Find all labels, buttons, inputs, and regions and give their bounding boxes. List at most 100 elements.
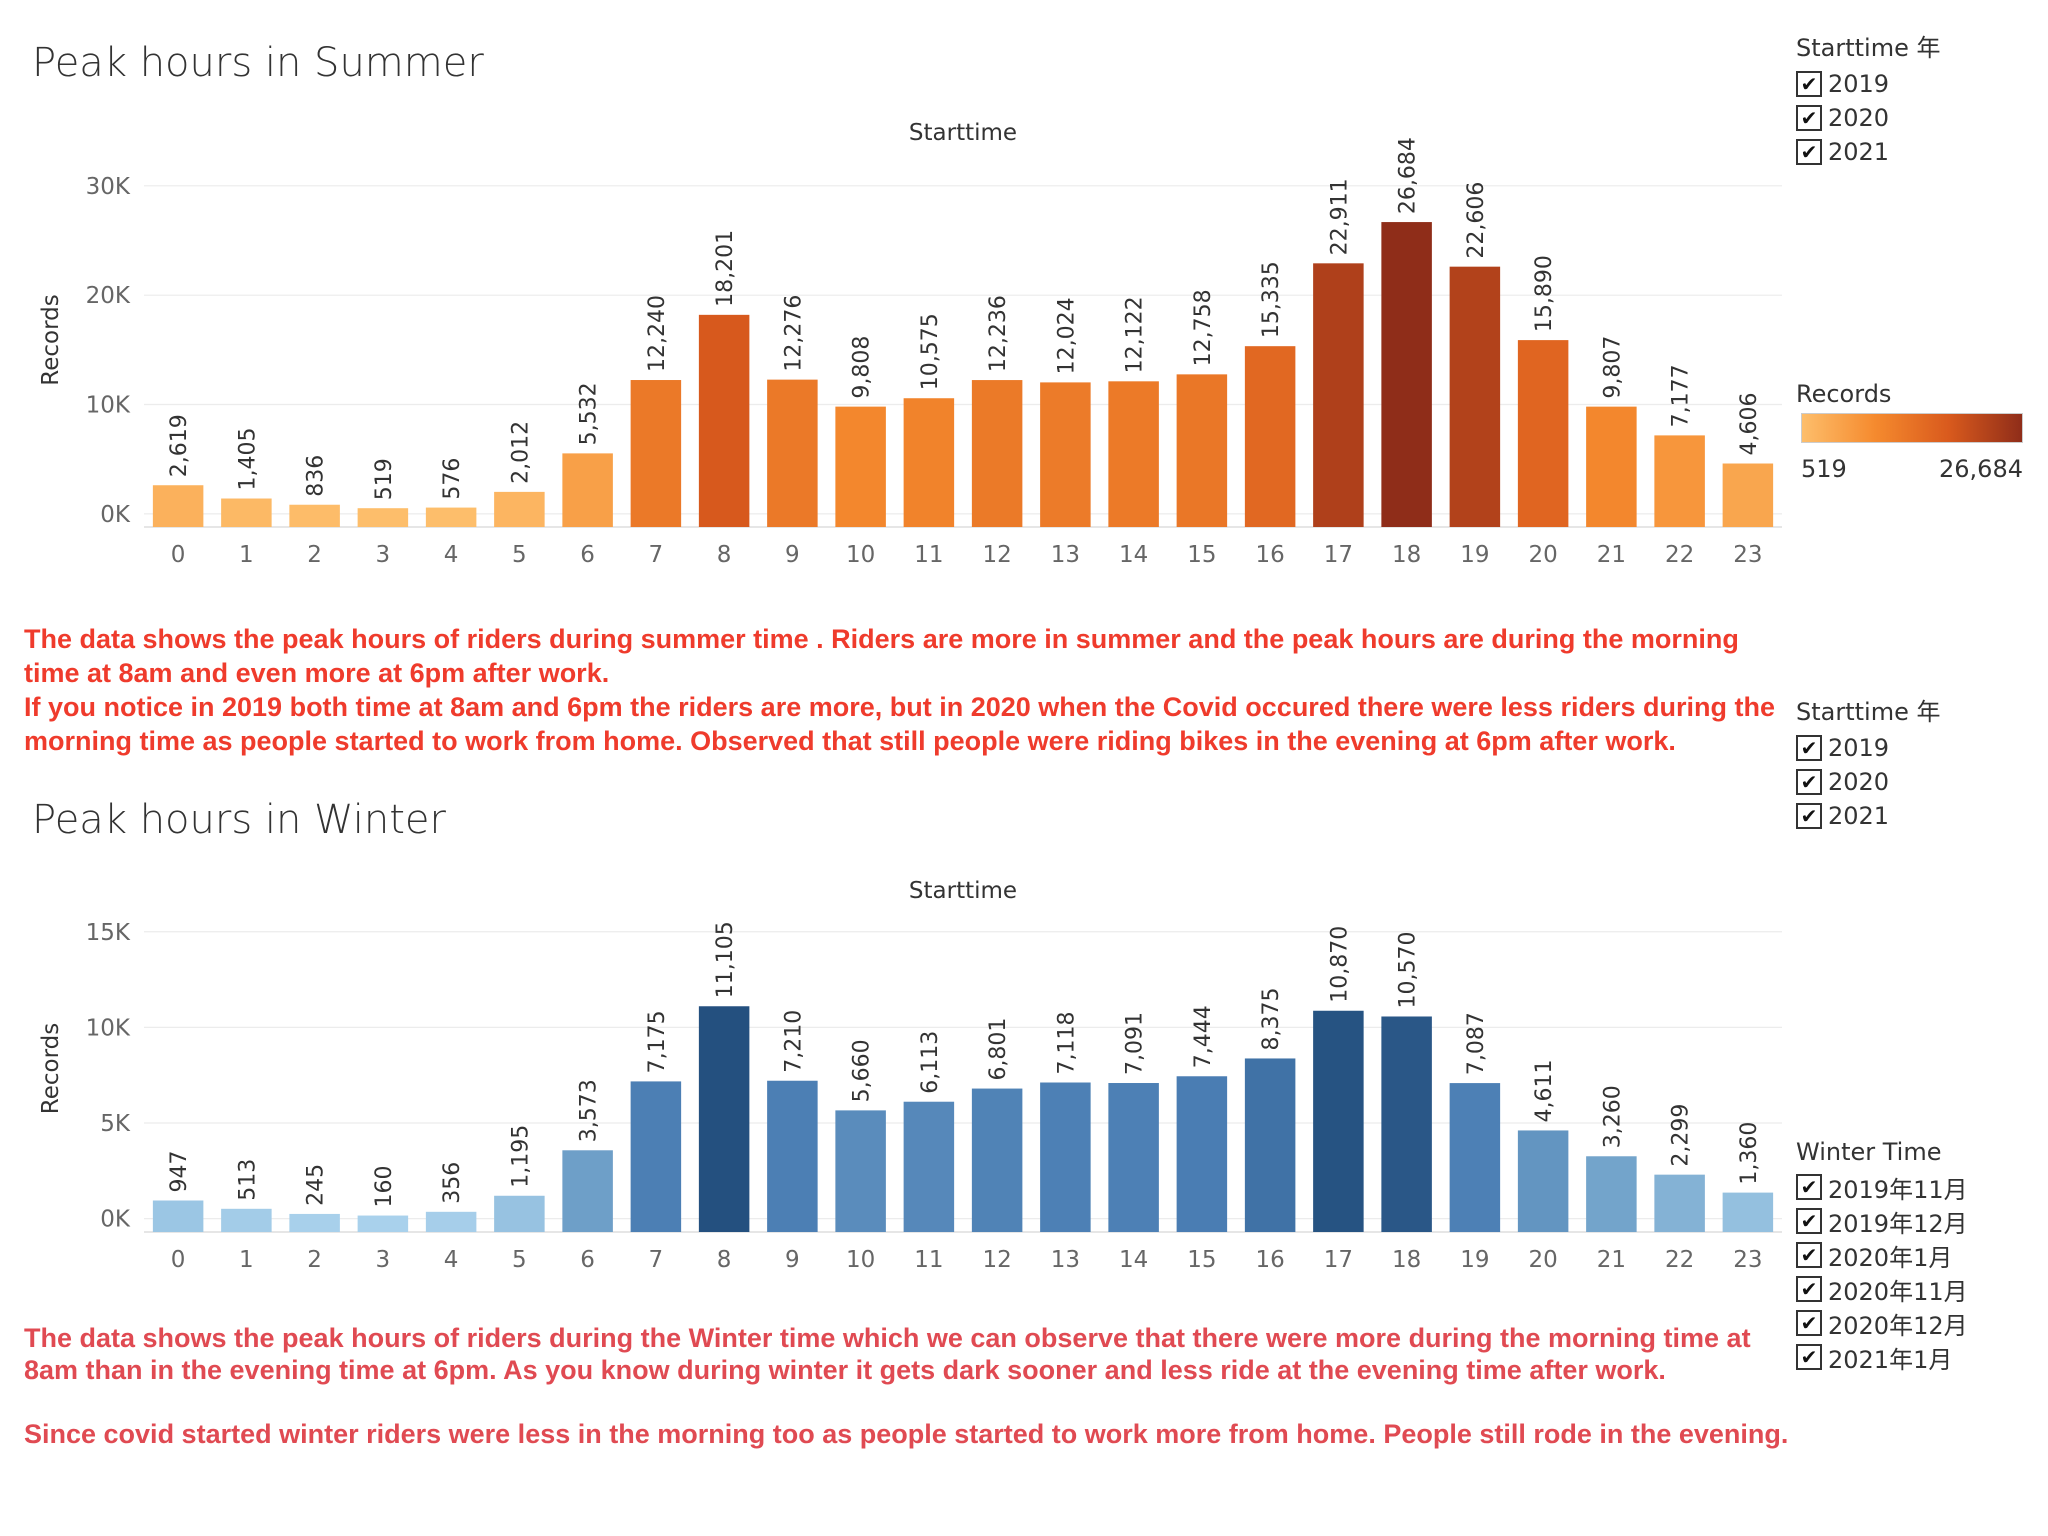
- summer-bar-hour-10[interactable]: [835, 406, 886, 527]
- summer-bar-hour-6[interactable]: [562, 453, 613, 527]
- summer-note: The data shows the peak hours of riders …: [24, 622, 1784, 758]
- checkbox-icon[interactable]: ✔: [1796, 1344, 1822, 1370]
- filter-option-winter-time-1[interactable]: ✔ 2019年12月: [1796, 1204, 1968, 1238]
- winter-bar-hour-18[interactable]: [1381, 1016, 1432, 1232]
- filter-option-winter-year-1[interactable]: ✔ 2020: [1796, 765, 1940, 799]
- summer-bar-hour-2[interactable]: [289, 504, 340, 527]
- records-legend-max: 26,684: [1939, 455, 2023, 483]
- summer-bar-hour-4[interactable]: [425, 507, 477, 527]
- summer-bar-hour-15[interactable]: [1176, 374, 1228, 527]
- summer-x-tick-label: 18: [1392, 542, 1421, 568]
- checkbox-icon[interactable]: ✔: [1796, 105, 1822, 131]
- winter-bar-hour-16[interactable]: [1244, 1058, 1296, 1232]
- summer-x-tick-label: 10: [846, 542, 875, 568]
- summer-y-tick-label: 0K: [100, 502, 131, 528]
- summer-bar-hour-18[interactable]: [1381, 222, 1432, 527]
- summer-x-tick-label: 17: [1324, 542, 1353, 568]
- filter-option-label: 2019: [1828, 70, 1890, 98]
- winter-bar-hour-22[interactable]: [1654, 1174, 1705, 1232]
- winter-bar-hour-12[interactable]: [971, 1088, 1023, 1232]
- summer-bar-hour-22[interactable]: [1654, 435, 1705, 527]
- winter-data-label: 7,175: [645, 1010, 670, 1073]
- winter-data-label: 10,870: [1327, 926, 1352, 1003]
- filter-option-winter-time-5[interactable]: ✔ 2021年1月: [1796, 1340, 1968, 1374]
- summer-bar-hour-13[interactable]: [1040, 382, 1091, 527]
- summer-bar-hour-21[interactable]: [1586, 406, 1637, 527]
- summer-bar-hour-16[interactable]: [1244, 346, 1296, 527]
- filter-option-label: 2020: [1828, 104, 1890, 132]
- summer-bar-hour-14[interactable]: [1108, 381, 1159, 527]
- filter-option-summer-year-1[interactable]: ✔ 2020: [1796, 101, 1940, 135]
- filter-option-winter-year-2[interactable]: ✔ 2021: [1796, 799, 1940, 833]
- summer-bar-hour-0[interactable]: [152, 485, 204, 527]
- winter-bar-hour-6[interactable]: [562, 1150, 613, 1232]
- filter-option-summer-year-0[interactable]: ✔ 2019: [1796, 67, 1940, 101]
- filter-option-summer-year-2[interactable]: ✔ 2021: [1796, 135, 1940, 169]
- summer-bar-hour-23[interactable]: [1722, 463, 1774, 527]
- checkbox-icon[interactable]: ✔: [1796, 1310, 1822, 1336]
- winter-bar-hour-23[interactable]: [1722, 1192, 1774, 1232]
- checkbox-icon[interactable]: ✔: [1796, 769, 1822, 795]
- winter-bar-hour-13[interactable]: [1040, 1082, 1091, 1232]
- summer-y-tick-label: 10K: [86, 393, 131, 419]
- winter-x-tick-label: 23: [1733, 1247, 1762, 1273]
- winter-bar-hour-3[interactable]: [357, 1215, 409, 1232]
- winter-x-tick-label: 19: [1460, 1247, 1489, 1273]
- checkbox-icon[interactable]: ✔: [1796, 139, 1822, 165]
- winter-bar-hour-10[interactable]: [835, 1110, 886, 1232]
- winter-bar-hour-11[interactable]: [903, 1101, 955, 1232]
- winter-bar-hour-14[interactable]: [1108, 1083, 1159, 1232]
- summer-data-label: 12,758: [1191, 289, 1216, 366]
- filter-option-winter-time-2[interactable]: ✔ 2020年1月: [1796, 1238, 1968, 1272]
- summer-bar-hour-7[interactable]: [630, 380, 682, 527]
- checkbox-icon[interactable]: ✔: [1796, 1174, 1822, 1200]
- winter-note-paragraph-2: Since covid started winter riders were l…: [24, 1419, 1789, 1449]
- winter-bar-hour-0[interactable]: [152, 1200, 204, 1232]
- summer-bar-hour-8[interactable]: [698, 314, 750, 527]
- summer-x-tick-label: 1: [239, 542, 254, 568]
- filter-option-winter-time-4[interactable]: ✔ 2020年12月: [1796, 1306, 1968, 1340]
- summer-bar-hour-19[interactable]: [1449, 266, 1501, 527]
- summer-bar-hour-5[interactable]: [494, 491, 545, 527]
- winter-bar-hour-5[interactable]: [494, 1195, 545, 1232]
- winter-data-label: 7,444: [1191, 1005, 1216, 1068]
- winter-bar-hour-8[interactable]: [698, 1006, 750, 1232]
- checkbox-icon[interactable]: ✔: [1796, 71, 1822, 97]
- checkbox-icon[interactable]: ✔: [1796, 803, 1822, 829]
- summer-x-axis-title: Starttime: [909, 120, 1017, 146]
- winter-data-label: 356: [440, 1162, 465, 1204]
- winter-bar-hour-1[interactable]: [221, 1208, 272, 1232]
- filter-option-label: 2021年1月: [1828, 1345, 1953, 1374]
- winter-bar-hour-20[interactable]: [1517, 1130, 1569, 1232]
- winter-year-filter: Starttime 年 ✔ 2019 ✔ 2020 ✔ 2021: [1796, 692, 1940, 833]
- winter-data-label: 4,611: [1532, 1059, 1557, 1122]
- summer-bar-hour-3[interactable]: [357, 508, 409, 527]
- winter-bar-hour-21[interactable]: [1586, 1156, 1637, 1232]
- filter-option-winter-time-0[interactable]: ✔ 2019年11月: [1796, 1170, 1968, 1204]
- summer-x-tick-label: 8: [717, 542, 732, 568]
- winter-bar-hour-4[interactable]: [425, 1211, 477, 1232]
- checkbox-icon[interactable]: ✔: [1796, 1276, 1822, 1302]
- winter-bar-hour-15[interactable]: [1176, 1076, 1228, 1232]
- filter-option-winter-time-3[interactable]: ✔ 2020年11月: [1796, 1272, 1968, 1306]
- summer-bar-hour-9[interactable]: [767, 379, 818, 527]
- summer-bar-hour-11[interactable]: [903, 398, 955, 527]
- checkbox-icon[interactable]: ✔: [1796, 1208, 1822, 1234]
- winter-bar-hour-17[interactable]: [1313, 1010, 1364, 1232]
- checkbox-icon[interactable]: ✔: [1796, 735, 1822, 761]
- winter-bar-hour-7[interactable]: [630, 1081, 682, 1232]
- summer-bar-hour-1[interactable]: [221, 498, 272, 527]
- summer-data-label: 26,684: [1396, 137, 1421, 214]
- summer-x-tick-label: 16: [1255, 542, 1284, 568]
- summer-bar-hour-17[interactable]: [1313, 263, 1364, 527]
- summer-bar-hour-20[interactable]: [1517, 340, 1569, 527]
- checkbox-icon[interactable]: ✔: [1796, 1242, 1822, 1268]
- winter-data-label: 5,660: [850, 1039, 875, 1102]
- winter-bar-hour-19[interactable]: [1449, 1083, 1501, 1232]
- summer-bar-hour-12[interactable]: [971, 380, 1023, 527]
- winter-x-tick-label: 1: [239, 1247, 254, 1273]
- winter-bar-hour-9[interactable]: [767, 1080, 818, 1232]
- winter-chart-title: Peak hours in Winter: [32, 797, 446, 843]
- winter-bar-hour-2[interactable]: [289, 1213, 340, 1232]
- filter-option-winter-year-0[interactable]: ✔ 2019: [1796, 731, 1940, 765]
